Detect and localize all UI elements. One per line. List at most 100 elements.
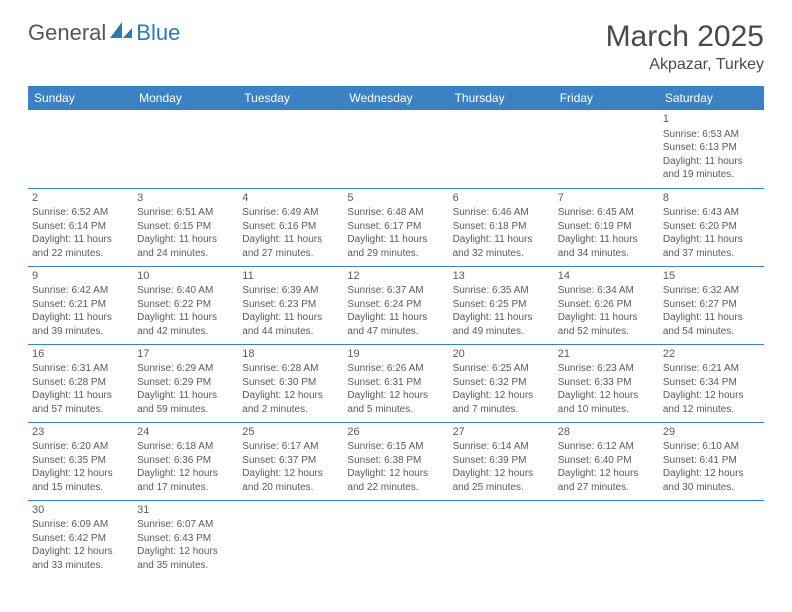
sunrise-line: Sunrise: 6:15 AM xyxy=(347,440,444,454)
day-cell: 23Sunrise: 6:20 AMSunset: 6:35 PMDayligh… xyxy=(28,422,133,500)
day-number: 20 xyxy=(453,347,550,362)
empty-cell xyxy=(28,110,133,188)
sunset-line: Sunset: 6:21 PM xyxy=(32,298,129,312)
sunset-line: Sunset: 6:14 PM xyxy=(32,220,129,234)
sunset-line: Sunset: 6:13 PM xyxy=(663,141,760,155)
calendar-row: 23Sunrise: 6:20 AMSunset: 6:35 PMDayligh… xyxy=(28,422,764,500)
day-number: 22 xyxy=(663,347,760,362)
sunrise-line: Sunrise: 6:40 AM xyxy=(137,284,234,298)
empty-cell xyxy=(133,110,238,188)
sunset-line: Sunset: 6:37 PM xyxy=(242,454,339,468)
day-number: 26 xyxy=(347,425,444,440)
day-cell: 13Sunrise: 6:35 AMSunset: 6:25 PMDayligh… xyxy=(449,266,554,344)
empty-cell xyxy=(343,500,448,578)
daylight-line: Daylight: 11 hours and 42 minutes. xyxy=(137,311,234,338)
day-number: 19 xyxy=(347,347,444,362)
daylight-line: Daylight: 11 hours and 27 minutes. xyxy=(242,233,339,260)
day-cell: 1Sunrise: 6:53 AMSunset: 6:13 PMDaylight… xyxy=(659,110,764,188)
sunset-line: Sunset: 6:18 PM xyxy=(453,220,550,234)
day-number: 13 xyxy=(453,269,550,284)
empty-cell xyxy=(554,500,659,578)
sunset-line: Sunset: 6:19 PM xyxy=(558,220,655,234)
daylight-line: Daylight: 11 hours and 44 minutes. xyxy=(242,311,339,338)
daylight-line: Daylight: 11 hours and 32 minutes. xyxy=(453,233,550,260)
day-number: 1 xyxy=(663,112,760,127)
weekday-header: Thursday xyxy=(449,86,554,110)
page-title: March 2025 xyxy=(606,20,764,54)
sunset-line: Sunset: 6:42 PM xyxy=(32,532,129,546)
empty-cell xyxy=(238,500,343,578)
daylight-line: Daylight: 11 hours and 34 minutes. xyxy=(558,233,655,260)
daylight-line: Daylight: 12 hours and 10 minutes. xyxy=(558,389,655,416)
day-number: 31 xyxy=(137,503,234,518)
sunset-line: Sunset: 6:16 PM xyxy=(242,220,339,234)
empty-cell xyxy=(449,110,554,188)
sunrise-line: Sunrise: 6:31 AM xyxy=(32,362,129,376)
day-number: 12 xyxy=(347,269,444,284)
day-number: 24 xyxy=(137,425,234,440)
sunrise-line: Sunrise: 6:25 AM xyxy=(453,362,550,376)
day-cell: 7Sunrise: 6:45 AMSunset: 6:19 PMDaylight… xyxy=(554,188,659,266)
sunrise-line: Sunrise: 6:35 AM xyxy=(453,284,550,298)
daylight-line: Daylight: 11 hours and 49 minutes. xyxy=(453,311,550,338)
sunrise-line: Sunrise: 6:45 AM xyxy=(558,206,655,220)
day-cell: 2Sunrise: 6:52 AMSunset: 6:14 PMDaylight… xyxy=(28,188,133,266)
sunrise-line: Sunrise: 6:09 AM xyxy=(32,518,129,532)
sunrise-line: Sunrise: 6:21 AM xyxy=(663,362,760,376)
empty-cell xyxy=(343,110,448,188)
day-cell: 5Sunrise: 6:48 AMSunset: 6:17 PMDaylight… xyxy=(343,188,448,266)
daylight-line: Daylight: 11 hours and 47 minutes. xyxy=(347,311,444,338)
day-number: 16 xyxy=(32,347,129,362)
day-number: 4 xyxy=(242,191,339,206)
day-cell: 20Sunrise: 6:25 AMSunset: 6:32 PMDayligh… xyxy=(449,344,554,422)
empty-cell xyxy=(554,110,659,188)
sunset-line: Sunset: 6:25 PM xyxy=(453,298,550,312)
sunset-line: Sunset: 6:17 PM xyxy=(347,220,444,234)
day-cell: 30Sunrise: 6:09 AMSunset: 6:42 PMDayligh… xyxy=(28,500,133,578)
weekday-header: Saturday xyxy=(659,86,764,110)
day-cell: 25Sunrise: 6:17 AMSunset: 6:37 PMDayligh… xyxy=(238,422,343,500)
weekday-header: Monday xyxy=(133,86,238,110)
sunset-line: Sunset: 6:31 PM xyxy=(347,376,444,390)
sunset-line: Sunset: 6:38 PM xyxy=(347,454,444,468)
day-number: 9 xyxy=(32,269,129,284)
sunrise-line: Sunrise: 6:49 AM xyxy=(242,206,339,220)
day-cell: 29Sunrise: 6:10 AMSunset: 6:41 PMDayligh… xyxy=(659,422,764,500)
day-cell: 21Sunrise: 6:23 AMSunset: 6:33 PMDayligh… xyxy=(554,344,659,422)
weekday-header: Sunday xyxy=(28,86,133,110)
day-cell: 14Sunrise: 6:34 AMSunset: 6:26 PMDayligh… xyxy=(554,266,659,344)
day-cell: 10Sunrise: 6:40 AMSunset: 6:22 PMDayligh… xyxy=(133,266,238,344)
day-number: 23 xyxy=(32,425,129,440)
sunset-line: Sunset: 6:15 PM xyxy=(137,220,234,234)
day-cell: 31Sunrise: 6:07 AMSunset: 6:43 PMDayligh… xyxy=(133,500,238,578)
day-cell: 26Sunrise: 6:15 AMSunset: 6:38 PMDayligh… xyxy=(343,422,448,500)
calendar-row: 1Sunrise: 6:53 AMSunset: 6:13 PMDaylight… xyxy=(28,110,764,188)
day-number: 10 xyxy=(137,269,234,284)
sunrise-line: Sunrise: 6:51 AM xyxy=(137,206,234,220)
daylight-line: Daylight: 12 hours and 27 minutes. xyxy=(558,467,655,494)
day-number: 25 xyxy=(242,425,339,440)
sunset-line: Sunset: 6:30 PM xyxy=(242,376,339,390)
day-cell: 4Sunrise: 6:49 AMSunset: 6:16 PMDaylight… xyxy=(238,188,343,266)
sunrise-line: Sunrise: 6:14 AM xyxy=(453,440,550,454)
logo-text-blue: Blue xyxy=(136,20,180,46)
daylight-line: Daylight: 11 hours and 24 minutes. xyxy=(137,233,234,260)
weekday-header: Friday xyxy=(554,86,659,110)
day-number: 28 xyxy=(558,425,655,440)
day-cell: 15Sunrise: 6:32 AMSunset: 6:27 PMDayligh… xyxy=(659,266,764,344)
sunrise-line: Sunrise: 6:48 AM xyxy=(347,206,444,220)
daylight-line: Daylight: 12 hours and 15 minutes. xyxy=(32,467,129,494)
sunrise-line: Sunrise: 6:18 AM xyxy=(137,440,234,454)
daylight-line: Daylight: 11 hours and 19 minutes. xyxy=(663,155,760,182)
title-block: March 2025 Akpazar, Turkey xyxy=(606,20,764,74)
sunrise-line: Sunrise: 6:07 AM xyxy=(137,518,234,532)
sunset-line: Sunset: 6:24 PM xyxy=(347,298,444,312)
sunset-line: Sunset: 6:41 PM xyxy=(663,454,760,468)
day-number: 6 xyxy=(453,191,550,206)
daylight-line: Daylight: 11 hours and 39 minutes. xyxy=(32,311,129,338)
day-number: 14 xyxy=(558,269,655,284)
sunset-line: Sunset: 6:22 PM xyxy=(137,298,234,312)
sunrise-line: Sunrise: 6:53 AM xyxy=(663,128,760,142)
calendar-head: SundayMondayTuesdayWednesdayThursdayFrid… xyxy=(28,86,764,110)
day-cell: 27Sunrise: 6:14 AMSunset: 6:39 PMDayligh… xyxy=(449,422,554,500)
